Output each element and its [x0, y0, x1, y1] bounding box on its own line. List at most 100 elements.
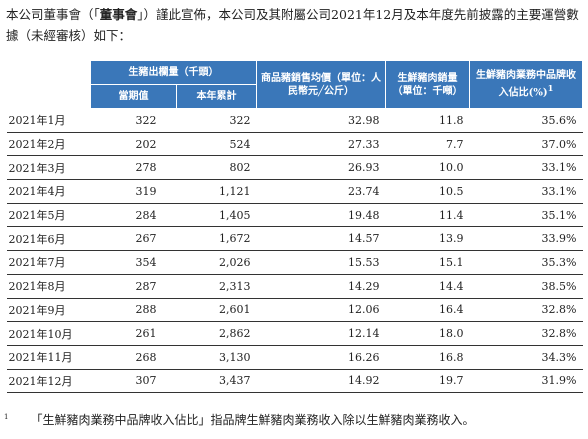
value-cell: 38.5%	[541, 279, 577, 293]
value-cell: 13.9	[439, 232, 464, 246]
table-row: 2021年12月 307 3,437 14.92 19.7 31.9%	[6, 369, 583, 393]
table-row: 2021年4月 319 1,121 23.74 10.5 33.1%	[6, 180, 583, 204]
value-cell: 34.3%	[541, 350, 577, 364]
value-cell: 267	[135, 232, 157, 246]
value-cell: 1,672	[219, 232, 251, 246]
value-cell: 14.29	[348, 279, 380, 293]
value-cell: 2,313	[219, 279, 251, 293]
footnote-text: 「生鮮豬肉業務中品牌收入佔比」指品牌生鮮豬肉業務收入除以生鮮豬肉業務收入。	[30, 413, 475, 427]
value-cell: 35.6%	[541, 113, 577, 127]
value-cell: 16.8	[439, 350, 464, 364]
value-cell: 32.8%	[541, 303, 577, 317]
table-row: 2021年5月 284 1,405 19.48 11.4 35.1%	[6, 203, 583, 227]
value-cell: 524	[229, 137, 251, 151]
value-cell: 2,862	[219, 327, 251, 341]
value-cell: 33.9%	[541, 232, 577, 246]
value-cell: 284	[135, 208, 157, 222]
value-cell: 14.57	[348, 232, 380, 246]
table-row: 2021年9月 288 2,601 12.06 16.4 32.8%	[6, 298, 583, 322]
value-cell: 10.0	[439, 161, 464, 175]
table-row: 2021年8月 287 2,313 14.29 14.4 38.5%	[6, 274, 583, 298]
table-row: 2021年6月 267 1,672 14.57 13.9 33.9%	[6, 227, 583, 251]
value-cell: 1,405	[219, 208, 251, 222]
value-cell: 15.53	[348, 255, 380, 269]
value-cell: 32.8%	[541, 327, 577, 341]
value-cell: 23.74	[348, 184, 380, 198]
value-cell: 261	[135, 327, 157, 341]
value-cell: 802	[229, 161, 251, 175]
table-row: 2021年2月 202 524 27.33 7.7 37.0%	[6, 132, 583, 156]
value-cell: 319	[135, 184, 157, 198]
month-cell: 2021年12月	[8, 374, 73, 388]
table-row: 2021年7月 354 2,026 15.53 15.1 35.3%	[6, 251, 583, 275]
value-cell: 31.9%	[541, 374, 577, 388]
value-cell: 12.06	[348, 303, 380, 317]
month-cell: 2021年2月	[8, 138, 66, 152]
value-cell: 3,130	[219, 350, 251, 364]
value-cell: 287	[135, 279, 157, 293]
month-cell: 2021年4月	[8, 185, 66, 199]
value-cell: 35.1%	[541, 208, 577, 222]
value-cell: 16.26	[348, 350, 380, 364]
value-cell: 15.1	[439, 255, 464, 269]
month-cell: 2021年6月	[8, 232, 66, 246]
value-cell: 278	[135, 161, 157, 175]
value-cell: 288	[135, 303, 157, 317]
header-cell: 當期值	[90, 84, 177, 109]
footnote: 1 「生鮮豬肉業務中品牌收入佔比」指品牌生鮮豬肉業務收入除以生鮮豬肉業務收入。	[4, 411, 474, 428]
value-cell: 2,601	[219, 303, 251, 317]
month-cell: 2021年3月	[8, 161, 66, 175]
value-cell: 33.1%	[541, 161, 577, 175]
header-cell: 商品豬銷售均價（單位：人民幣元╱公斤）	[256, 60, 386, 109]
value-cell: 2,026	[219, 255, 251, 269]
footnote-marker: 1	[4, 413, 9, 421]
note-marker: 1	[547, 83, 554, 94]
header-cell: 生鮮豬肉銷量（單位：千噸）	[385, 60, 470, 109]
value-cell: 19.7	[439, 374, 464, 388]
value-cell: 12.14	[348, 327, 380, 341]
header-cell: 本年累計	[176, 84, 257, 109]
table-row: 2021年3月 278 802 26.93 10.0 33.1%	[6, 156, 583, 180]
value-cell: 322	[135, 113, 157, 127]
value-cell: 7.7	[446, 137, 464, 151]
corner	[6, 60, 91, 109]
table-row: 2021年10月 261 2,862 12.14 18.0 32.8%	[6, 322, 583, 346]
value-cell: 18.0	[439, 327, 464, 341]
value-cell: 19.48	[348, 208, 380, 222]
value-cell: 16.4	[439, 303, 464, 317]
month-cell: 2021年11月	[8, 351, 73, 365]
month-cell: 2021年1月	[8, 114, 66, 128]
value-cell: 37.0%	[541, 137, 577, 151]
value-cell: 14.92	[348, 374, 380, 388]
value-cell: 14.4	[439, 279, 464, 293]
month-cell: 2021年5月	[8, 209, 66, 223]
value-cell: 33.1%	[541, 184, 577, 198]
table-body: 2021年1月 322 322 32.98 11.8 35.6% 2021年2月 202 524…	[6, 109, 583, 393]
value-cell: 11.4	[439, 208, 464, 222]
value-cell: 354	[135, 255, 157, 269]
table-row: 2021年1月 322 322 32.98 11.8 35.6%	[6, 109, 583, 133]
header-text: 生鮮豬肉業務中品牌收入佔比(%)	[476, 70, 576, 99]
value-cell: 10.5	[439, 184, 464, 198]
month-cell: 2021年9月	[8, 303, 66, 317]
month-cell: 2021年8月	[8, 280, 66, 294]
value-cell: 32.98	[348, 113, 380, 127]
value-cell: 11.8	[439, 113, 464, 127]
value-cell: 3,437	[219, 374, 251, 388]
intro-text: 」）謹此宣佈，本公司及其附屬公司2021年12月及本年度先前披露的主要運營數據（…	[6, 7, 579, 43]
operating-table: 生豬出欄量（千頭） 商品豬銷售均價（單位：人民幣元╱公斤） 生鮮豬肉銷量（單位：…	[6, 60, 583, 393]
header-cell: 生鮮豬肉業務中品牌收入佔比(%)1	[469, 60, 583, 109]
value-cell: 202	[135, 137, 157, 151]
value-cell: 268	[135, 350, 157, 364]
value-cell: 35.3%	[541, 255, 577, 269]
intro-bold: 董事會	[99, 7, 138, 22]
month-cell: 2021年10月	[8, 327, 73, 341]
value-cell: 1,121	[219, 184, 251, 198]
value-cell: 307	[135, 374, 157, 388]
month-cell: 2021年7月	[8, 256, 66, 270]
header-cell: 生豬出欄量（千頭）	[90, 60, 257, 85]
value-cell: 27.33	[348, 137, 380, 151]
value-cell: 322	[229, 113, 251, 127]
intro-text: 本公司董事會（「	[6, 7, 100, 22]
